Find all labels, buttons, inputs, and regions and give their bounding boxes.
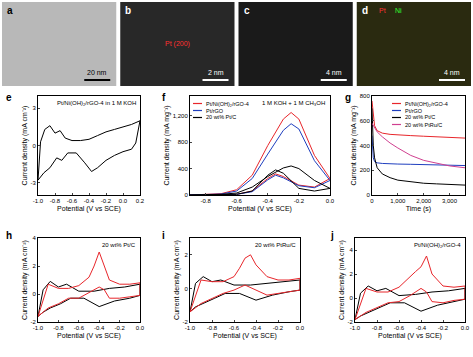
svg-text:g: g bbox=[345, 92, 351, 103]
svg-text:2: 2 bbox=[184, 252, 188, 258]
svg-text:0.0: 0.0 bbox=[461, 325, 470, 331]
svg-text:-0.4: -0.4 bbox=[94, 325, 105, 331]
svg-text:Potential (V vs SCE): Potential (V vs SCE) bbox=[228, 205, 292, 213]
svg-text:20 wt% Pt/C: 20 wt% Pt/C bbox=[206, 114, 236, 120]
svg-text:Pt/Ni(OH)₂/rGO-4: Pt/Ni(OH)₂/rGO-4 bbox=[414, 242, 461, 248]
svg-text:4: 4 bbox=[32, 235, 36, 241]
svg-text:-1.0: -1.0 bbox=[185, 325, 196, 331]
svg-text:h: h bbox=[6, 230, 12, 241]
svg-text:Pt/rGO: Pt/rGO bbox=[405, 108, 423, 114]
svg-text:-0.2: -0.2 bbox=[438, 325, 449, 331]
svg-text:Pt/Ni(OH)₂/rGO-4: Pt/Ni(OH)₂/rGO-4 bbox=[405, 101, 448, 107]
svg-text:j: j bbox=[330, 230, 334, 241]
svg-text:Current density (mA mg⁻¹): Current density (mA mg⁻¹) bbox=[163, 105, 171, 185]
svg-text:-3: -3 bbox=[30, 180, 36, 186]
svg-text:0.0: 0.0 bbox=[296, 325, 305, 331]
svg-text:0: 0 bbox=[32, 291, 36, 297]
svg-text:4 nm: 4 nm bbox=[326, 69, 342, 76]
svg-text:Time (s): Time (s) bbox=[406, 205, 431, 213]
svg-text:-0.2: -0.2 bbox=[101, 198, 112, 204]
svg-text:-0.8: -0.8 bbox=[200, 198, 211, 204]
svg-text:Pt/Ni(OH)₂/rGO-4: Pt/Ni(OH)₂/rGO-4 bbox=[206, 101, 249, 107]
svg-text:e: e bbox=[6, 92, 12, 103]
svg-text:800: 800 bbox=[178, 139, 189, 145]
svg-text:Pt: Pt bbox=[379, 7, 386, 14]
svg-text:-0.6: -0.6 bbox=[231, 198, 242, 204]
svg-text:-0.6: -0.6 bbox=[394, 325, 405, 331]
svg-text:-2: -2 bbox=[30, 319, 36, 325]
svg-text:c: c bbox=[244, 5, 250, 16]
svg-text:Current density (mA cm⁻²): Current density (mA cm⁻²) bbox=[21, 106, 29, 186]
svg-text:Pt/Ni(OH)₂/rGO-4 in 1 M KOH: Pt/Ni(OH)₂/rGO-4 in 1 M KOH bbox=[57, 100, 136, 106]
svg-text:a: a bbox=[7, 5, 13, 16]
svg-text:1,200: 1,200 bbox=[173, 113, 189, 119]
svg-text:-0.6: -0.6 bbox=[67, 198, 78, 204]
svg-text:Potential (V vs SCE): Potential (V vs SCE) bbox=[57, 332, 121, 340]
svg-text:-2: -2 bbox=[347, 319, 353, 325]
svg-text:Potential (V vs SCE): Potential (V vs SCE) bbox=[57, 205, 121, 213]
svg-text:-0.8: -0.8 bbox=[53, 325, 64, 331]
svg-text:-0.4: -0.4 bbox=[84, 198, 95, 204]
svg-text:0.0: 0.0 bbox=[119, 198, 128, 204]
svg-text:20 wt% Pt/C: 20 wt% Pt/C bbox=[405, 114, 435, 120]
svg-text:-0.6: -0.6 bbox=[74, 325, 85, 331]
svg-text:2 nm: 2 nm bbox=[208, 69, 224, 76]
svg-text:0: 0 bbox=[184, 286, 188, 292]
svg-text:0: 0 bbox=[184, 192, 188, 198]
svg-text:-0.2: -0.2 bbox=[114, 325, 125, 331]
svg-text:0: 0 bbox=[366, 192, 370, 198]
svg-text:4: 4 bbox=[349, 247, 353, 253]
svg-text:0.0: 0.0 bbox=[326, 198, 335, 204]
svg-text:Current density (mA cm⁻²): Current density (mA cm⁻²) bbox=[21, 240, 29, 320]
svg-text:b: b bbox=[125, 5, 131, 16]
svg-text:20 wt% PtRu/C: 20 wt% PtRu/C bbox=[255, 242, 296, 248]
svg-text:0: 0 bbox=[349, 295, 353, 301]
svg-text:2,000: 2,000 bbox=[416, 198, 432, 204]
svg-text:-0.2: -0.2 bbox=[273, 325, 284, 331]
svg-text:1,000: 1,000 bbox=[390, 198, 406, 204]
svg-text:-2: -2 bbox=[182, 319, 188, 325]
svg-text:-0.4: -0.4 bbox=[251, 325, 262, 331]
svg-text:Pt/rGO: Pt/rGO bbox=[206, 108, 224, 114]
svg-text:-0.6: -0.6 bbox=[229, 325, 240, 331]
svg-text:600: 600 bbox=[360, 118, 371, 124]
svg-text:2: 2 bbox=[32, 263, 36, 269]
svg-text:Current density (mA cm⁻²): Current density (mA cm⁻²) bbox=[173, 240, 181, 320]
svg-text:800: 800 bbox=[360, 93, 371, 99]
svg-text:-1.0: -1.0 bbox=[33, 198, 44, 204]
svg-text:0: 0 bbox=[32, 143, 36, 149]
svg-text:Pt (200): Pt (200) bbox=[165, 40, 190, 48]
svg-text:i: i bbox=[162, 230, 165, 241]
svg-text:400: 400 bbox=[178, 166, 189, 172]
svg-text:200: 200 bbox=[360, 167, 371, 173]
svg-text:-1.0: -1.0 bbox=[350, 325, 361, 331]
svg-text:-0.8: -0.8 bbox=[372, 325, 383, 331]
svg-text:Ni: Ni bbox=[395, 7, 402, 14]
svg-text:2: 2 bbox=[349, 271, 353, 277]
svg-text:Potential (V vs SCE): Potential (V vs SCE) bbox=[378, 332, 442, 340]
svg-text:4 nm: 4 nm bbox=[444, 69, 460, 76]
svg-text:3: 3 bbox=[32, 105, 36, 111]
svg-text:-0.2: -0.2 bbox=[294, 198, 305, 204]
svg-text:-0.8: -0.8 bbox=[50, 198, 61, 204]
svg-text:20 wt% PtRu/C: 20 wt% PtRu/C bbox=[405, 122, 442, 128]
svg-text:1 M KOH + 1 M CH₃OH: 1 M KOH + 1 M CH₃OH bbox=[262, 100, 325, 106]
svg-text:d: d bbox=[362, 5, 368, 16]
svg-text:20 nm: 20 nm bbox=[87, 69, 107, 76]
svg-text:0.2: 0.2 bbox=[136, 198, 145, 204]
svg-text:0.0: 0.0 bbox=[136, 325, 145, 331]
svg-text:-1.0: -1.0 bbox=[33, 325, 44, 331]
svg-text:-0.8: -0.8 bbox=[207, 325, 218, 331]
svg-text:400: 400 bbox=[360, 143, 371, 149]
svg-text:Potential (V vs SCE): Potential (V vs SCE) bbox=[213, 332, 277, 340]
svg-text:-0.4: -0.4 bbox=[416, 325, 427, 331]
svg-text:Current density (mA mg⁻¹): Current density (mA mg⁻¹) bbox=[350, 105, 358, 185]
svg-text:Current density (mA cm⁻²): Current density (mA cm⁻²) bbox=[338, 240, 346, 320]
svg-text:0: 0 bbox=[370, 198, 374, 204]
svg-text:3,000: 3,000 bbox=[442, 198, 458, 204]
svg-text:-0.4: -0.4 bbox=[263, 198, 274, 204]
svg-text:f: f bbox=[162, 92, 166, 103]
svg-text:20 wt% Pt/C: 20 wt% Pt/C bbox=[102, 242, 136, 248]
